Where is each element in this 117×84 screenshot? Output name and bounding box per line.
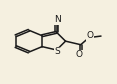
Text: S: S bbox=[54, 47, 60, 56]
Text: O: O bbox=[76, 50, 83, 59]
Text: N: N bbox=[54, 15, 61, 24]
Text: O: O bbox=[86, 31, 93, 40]
